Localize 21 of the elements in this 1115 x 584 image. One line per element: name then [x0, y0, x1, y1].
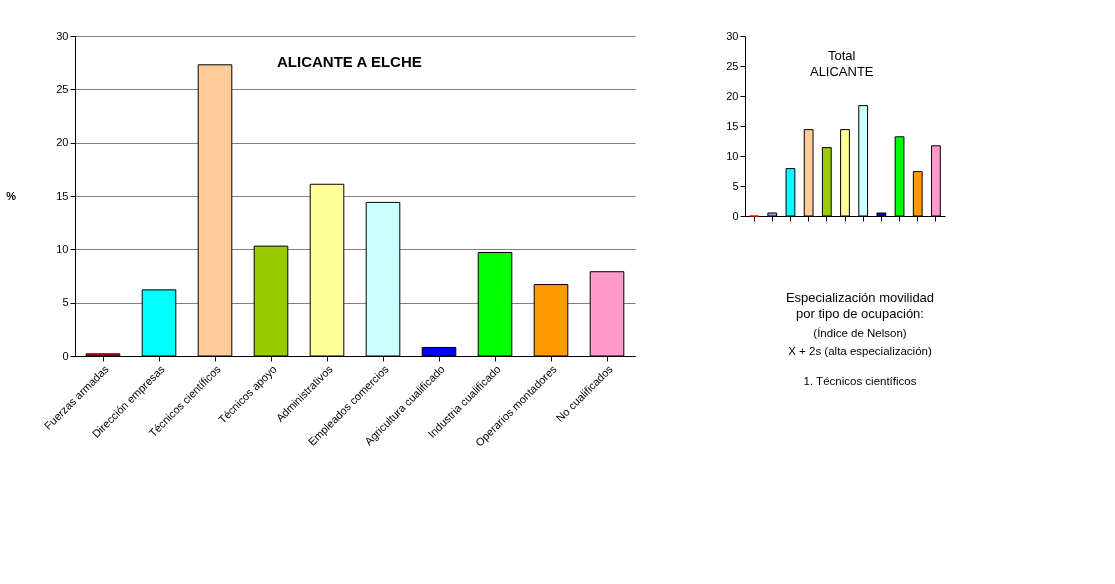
text: X + 2s (alta especialización) [788, 345, 932, 357]
y-tick-label: 15 [56, 189, 69, 202]
y-tick-label: 15 [726, 119, 739, 132]
text: ALICANTE A ELCHE [277, 53, 422, 70]
text: Total ALICANTE [809, 48, 874, 79]
y-tick-label: 30 [56, 29, 69, 42]
y-tick-label: 10 [726, 149, 739, 162]
y-tick-label: 30 [726, 29, 739, 42]
y-tick-label: 5 [62, 296, 69, 309]
y-tick-label: 0 [732, 209, 739, 222]
text: 1. Técnicos científicos [803, 375, 917, 387]
y-tick-label: 20 [56, 136, 69, 149]
text: (Índice de Nelson) [813, 327, 907, 339]
y-axis-title: % [6, 189, 17, 202]
y-tick-label: 25 [726, 59, 739, 72]
y-tick-label: 20 [726, 89, 739, 102]
y-tick-label: 5 [732, 179, 739, 192]
y-tick-label: 25 [56, 82, 69, 95]
y-tick-label: 0 [62, 349, 69, 362]
y-tick-label: 10 [56, 242, 69, 255]
text: Especialización movilidad por tipo de ocupación: [785, 290, 935, 321]
